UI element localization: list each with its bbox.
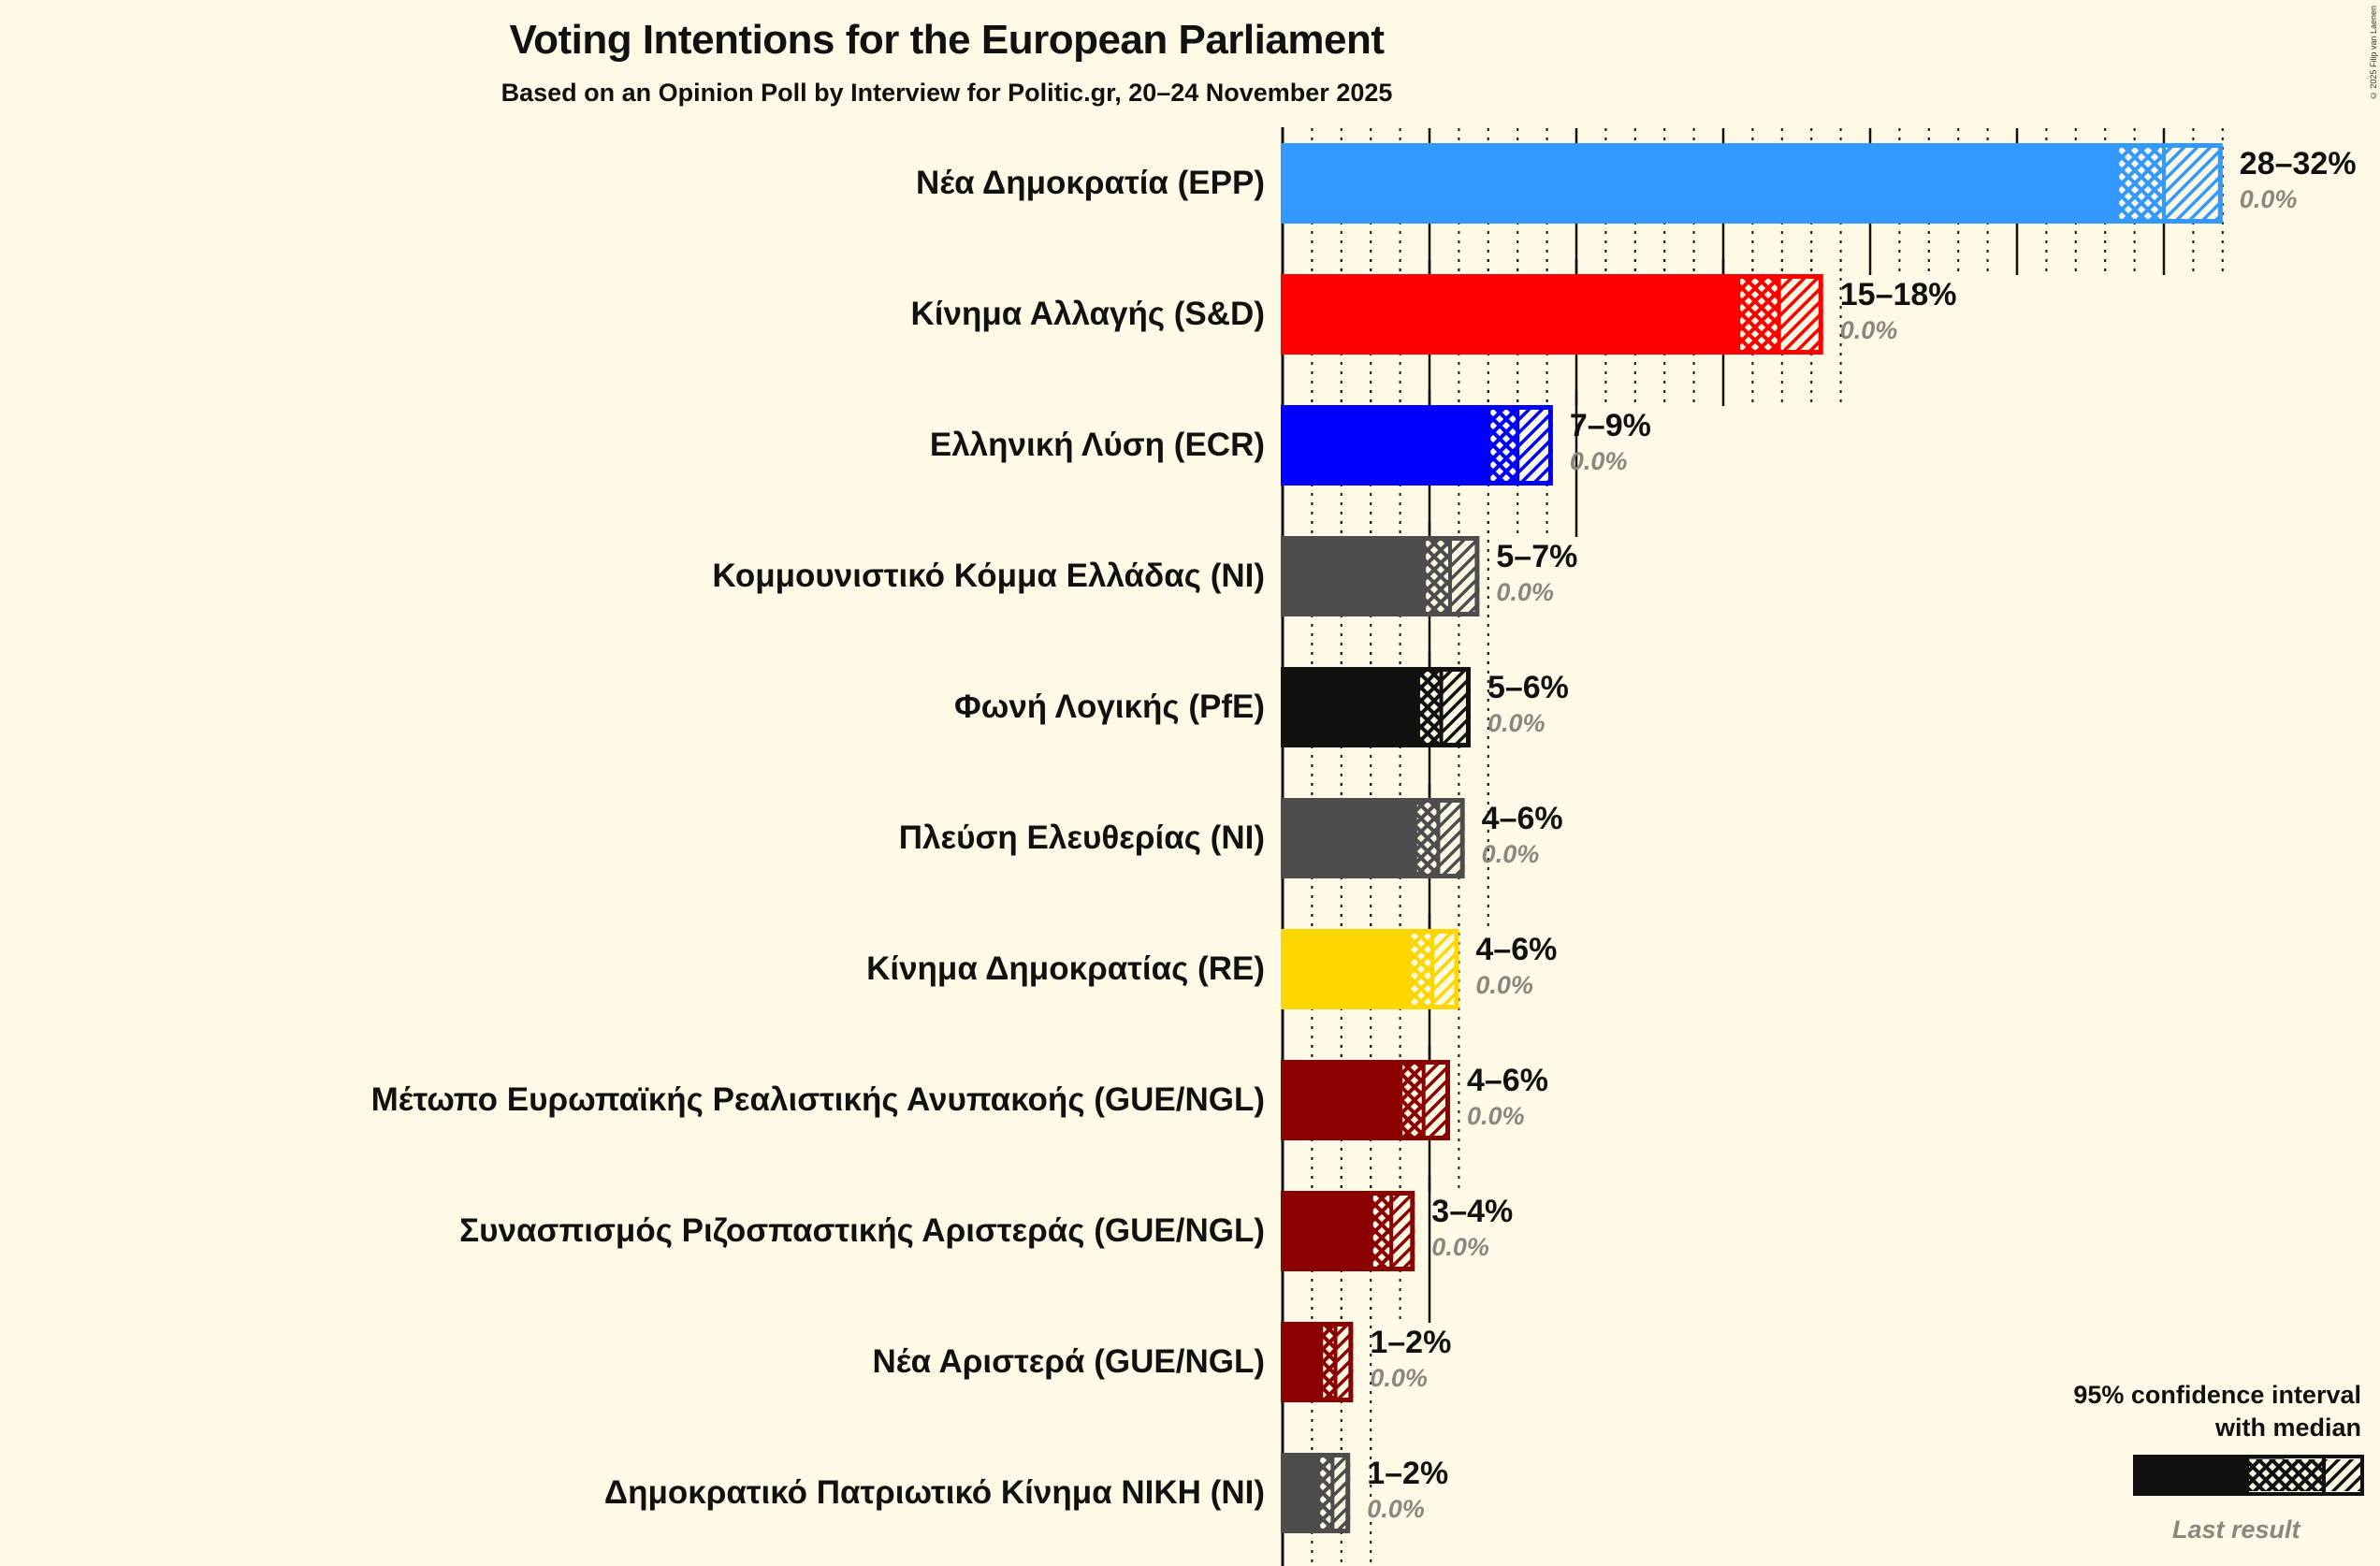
bar-solid xyxy=(1281,274,1738,355)
bar-solid xyxy=(1281,536,1424,616)
last-result-label: 0.0% xyxy=(1496,578,1554,606)
party-label: Ελληνική Λύση (ECR) xyxy=(929,427,1265,463)
legend-title-line1: 95% confidence interval xyxy=(2073,1381,2361,1409)
bar-solid xyxy=(1281,143,2117,224)
legend-last-result: Last result xyxy=(2172,1515,2300,1544)
range-label: 5–7% xyxy=(1496,539,1578,574)
bar-row xyxy=(1281,1453,1351,1533)
legend-title-line2: with median xyxy=(2214,1414,2361,1442)
bar-row xyxy=(1281,405,1553,486)
party-label: Δημοκρατικό Πατριωτικό Κίνημα ΝΙΚΗ (NI) xyxy=(603,1474,1265,1511)
bar-row xyxy=(1281,143,2223,224)
bar-solid xyxy=(1281,1322,1321,1402)
party-label: Νέα Αριστερά (GUE/NGL) xyxy=(872,1343,1266,1380)
bar-row xyxy=(1281,1060,1450,1140)
bar-solid xyxy=(1281,1060,1400,1140)
bar-row xyxy=(1281,798,1465,878)
bar-row xyxy=(1281,274,1823,355)
last-result-label: 0.0% xyxy=(1481,840,1540,868)
party-label: Κίνημα Αλλαγής (S&D) xyxy=(910,296,1265,332)
range-label: 1–2% xyxy=(1370,1325,1452,1360)
bar-solid xyxy=(1281,798,1415,878)
range-label: 15–18% xyxy=(1839,277,1957,312)
bar-row xyxy=(1281,1322,1354,1402)
chart-subtitle: Based on an Opinion Poll by Interview fo… xyxy=(501,79,1393,107)
bar-solid xyxy=(1281,1453,1318,1533)
party-label: Κίνημα Δημοκρατίας (RE) xyxy=(866,950,1265,987)
party-label: Πλεύση Ελευθερίας (NI) xyxy=(898,819,1265,856)
bar-row xyxy=(1281,667,1471,747)
range-label: 5–6% xyxy=(1487,670,1569,705)
range-label: 3–4% xyxy=(1431,1194,1514,1229)
party-label: Κομμουνιστικό Κόμμα Ελλάδας (NI) xyxy=(712,558,1265,594)
party-label: Μέτωπο Ευρωπαϊκής Ρεαλιστικής Ανυπακοής … xyxy=(370,1081,1265,1118)
last-result-label: 0.0% xyxy=(1466,1102,1525,1130)
range-label: 4–6% xyxy=(1466,1063,1548,1098)
bar-row xyxy=(1281,1191,1415,1271)
last-result-label: 0.0% xyxy=(1370,1364,1428,1392)
chart-title: Voting Intentions for the European Parli… xyxy=(509,17,1385,63)
legend-graphic xyxy=(2133,1455,2364,1496)
last-result-label: 0.0% xyxy=(1475,971,1533,999)
bar-solid xyxy=(1281,405,1488,486)
last-result-label: 0.0% xyxy=(2239,185,2298,213)
last-result-label: 0.0% xyxy=(1367,1495,1425,1523)
ci-outline xyxy=(2114,143,2223,224)
bar-row xyxy=(1281,929,1459,1009)
range-label: 4–6% xyxy=(1475,932,1558,967)
last-result-label: 0.0% xyxy=(1839,316,1898,344)
bar-solid xyxy=(1281,667,1418,747)
party-label: Φωνή Λογικής (PfE) xyxy=(954,689,1265,725)
bar-row xyxy=(1281,536,1480,616)
bar-solid xyxy=(1281,1191,1371,1271)
range-label: 1–2% xyxy=(1367,1456,1449,1491)
range-label: 28–32% xyxy=(2239,146,2357,181)
last-result-label: 0.0% xyxy=(1431,1233,1489,1261)
legend-title: 95% confidence interval with median xyxy=(2073,1379,2361,1444)
range-label: 7–9% xyxy=(1569,408,1651,443)
last-result-label: 0.0% xyxy=(1487,709,1546,737)
party-label: Νέα Δημοκρατία (EPP) xyxy=(916,165,1265,201)
range-label: 4–6% xyxy=(1481,801,1563,836)
party-label: Συνασπισμός Ριζοσπαστικής Αριστεράς (GUE… xyxy=(459,1212,1265,1249)
legend-solid-swatch xyxy=(2135,1455,2249,1496)
last-result-label: 0.0% xyxy=(1569,447,1628,475)
bars xyxy=(1281,143,2223,1533)
bar-solid xyxy=(1281,929,1410,1009)
